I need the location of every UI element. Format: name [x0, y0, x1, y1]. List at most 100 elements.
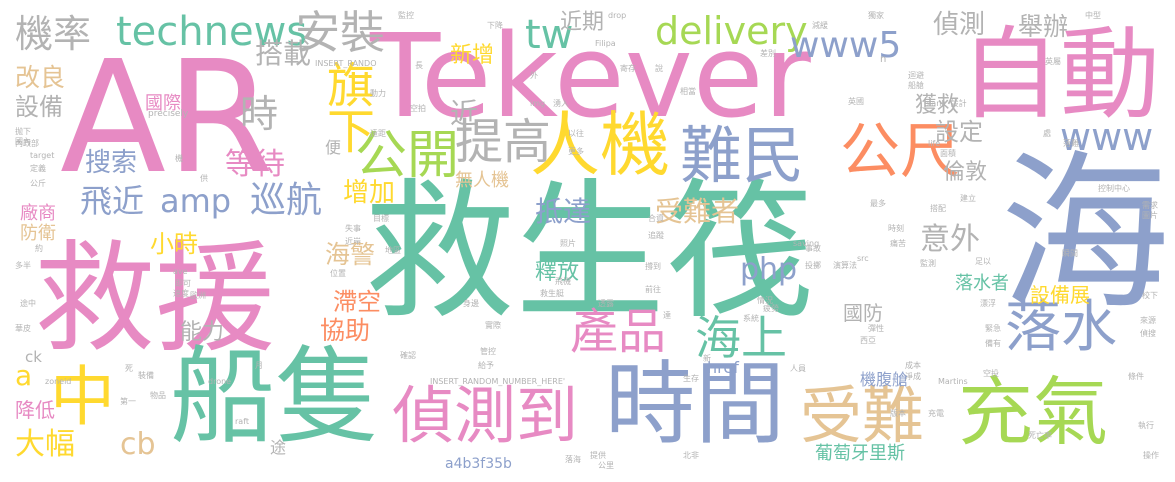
- word: 協助: [320, 316, 371, 345]
- word: INSERT_RANDOM_NUMBER_HERE': [430, 377, 566, 386]
- word: 生存: [683, 374, 699, 383]
- word: 追蹤: [648, 231, 664, 240]
- word: cb: [120, 427, 156, 462]
- word: 近岸: [345, 237, 361, 246]
- word: 相當: [680, 87, 696, 96]
- word: 合資: [648, 214, 664, 223]
- word: 獲救: [915, 93, 960, 118]
- word: 處: [1043, 129, 1051, 138]
- word: 動力: [370, 89, 386, 98]
- word: 即可: [175, 279, 191, 288]
- word: 多半: [15, 261, 31, 270]
- word: 目標: [373, 214, 389, 223]
- word: 釋放: [535, 260, 580, 285]
- word: 途: [270, 438, 287, 457]
- word: 偵測到: [392, 379, 579, 452]
- word: 降低: [15, 398, 55, 422]
- word: 救生艇: [540, 289, 564, 298]
- word: 條件: [1128, 372, 1144, 381]
- word: 時刻: [888, 224, 904, 233]
- word: 英屬: [1045, 57, 1061, 66]
- word: 定義: [30, 164, 46, 173]
- word: 系統: [743, 314, 759, 323]
- word: 以往: [568, 129, 584, 138]
- word: target: [30, 151, 55, 160]
- word: img: [530, 99, 546, 108]
- word: 公里: [598, 461, 614, 470]
- word: 便: [325, 138, 342, 157]
- word: 偵測: [933, 10, 986, 40]
- word: 時間: [605, 352, 785, 457]
- word: 給予: [478, 361, 494, 370]
- word: drop: [608, 11, 627, 20]
- word: 疲勞: [763, 304, 779, 313]
- word: 痛苦: [890, 239, 906, 248]
- word: 時: [240, 92, 279, 136]
- word: 死: [125, 364, 133, 373]
- word: 飛近: [80, 182, 145, 220]
- word: 長: [415, 61, 423, 70]
- word: 巡航: [250, 180, 323, 221]
- word: 葡萄牙里斯: [815, 443, 905, 464]
- word: 成本: [905, 361, 921, 370]
- word: 校下: [1142, 291, 1158, 300]
- word: 情況: [757, 296, 773, 305]
- word: Tekever: [370, 10, 811, 144]
- word: 裝備: [138, 371, 154, 380]
- word: 舉辦: [1018, 12, 1069, 41]
- word: 設備: [15, 93, 63, 121]
- word: 提供: [590, 451, 606, 460]
- word: 增加: [343, 178, 396, 208]
- word: 等待: [225, 147, 285, 182]
- word: 緊急: [985, 324, 1001, 333]
- word: 設定: [935, 118, 983, 146]
- word: 國內: [15, 137, 31, 146]
- word: 外: [530, 71, 538, 80]
- word: 撐到: [645, 262, 661, 271]
- word: 湧入: [553, 99, 569, 108]
- word: 落海: [565, 455, 581, 464]
- word: www: [1060, 115, 1154, 159]
- word: 透露: [598, 299, 614, 308]
- word: 飛機: [555, 277, 571, 286]
- word: 位置: [330, 269, 346, 278]
- word: 產品: [570, 304, 667, 360]
- word: a4b3f35b: [445, 456, 512, 472]
- word: 充氣: [958, 368, 1109, 456]
- word: 失事: [345, 224, 361, 233]
- word: 面積: [940, 149, 956, 158]
- word: 瞬間: [1062, 249, 1078, 258]
- word: 滯空: [333, 288, 381, 316]
- word: 自動: [960, 16, 1160, 133]
- word: AR: [60, 27, 274, 208]
- word: 死亡率: [1028, 431, 1052, 440]
- word: 速度: [173, 289, 189, 298]
- word: 差別: [760, 49, 776, 58]
- word: 下降: [487, 21, 503, 30]
- word: 設備展: [1030, 283, 1090, 307]
- word: 第一: [120, 397, 136, 406]
- word: 海: [1000, 136, 1171, 334]
- word: 空投: [983, 369, 999, 378]
- word: 搜索: [85, 148, 138, 178]
- word: 受難者: [655, 195, 740, 228]
- word: 無人機: [455, 170, 509, 191]
- word: 小時: [150, 230, 198, 258]
- word: delivery: [655, 9, 808, 53]
- word: 改良: [15, 63, 66, 92]
- word: 倫敦: [943, 160, 988, 185]
- word: href: [707, 358, 739, 377]
- word: 版本: [890, 409, 906, 418]
- word: 機率: [15, 12, 92, 56]
- word: 落難: [1063, 139, 1079, 148]
- word: 足以: [975, 257, 991, 266]
- word: 華皮: [15, 324, 31, 333]
- word: 照片: [560, 239, 576, 248]
- word: 抛下: [15, 127, 31, 136]
- word: 監測: [920, 259, 936, 268]
- word: 更多: [568, 147, 584, 156]
- word: 漂浮: [980, 299, 996, 308]
- word: 彈性: [868, 324, 884, 333]
- word: amp: [160, 182, 232, 220]
